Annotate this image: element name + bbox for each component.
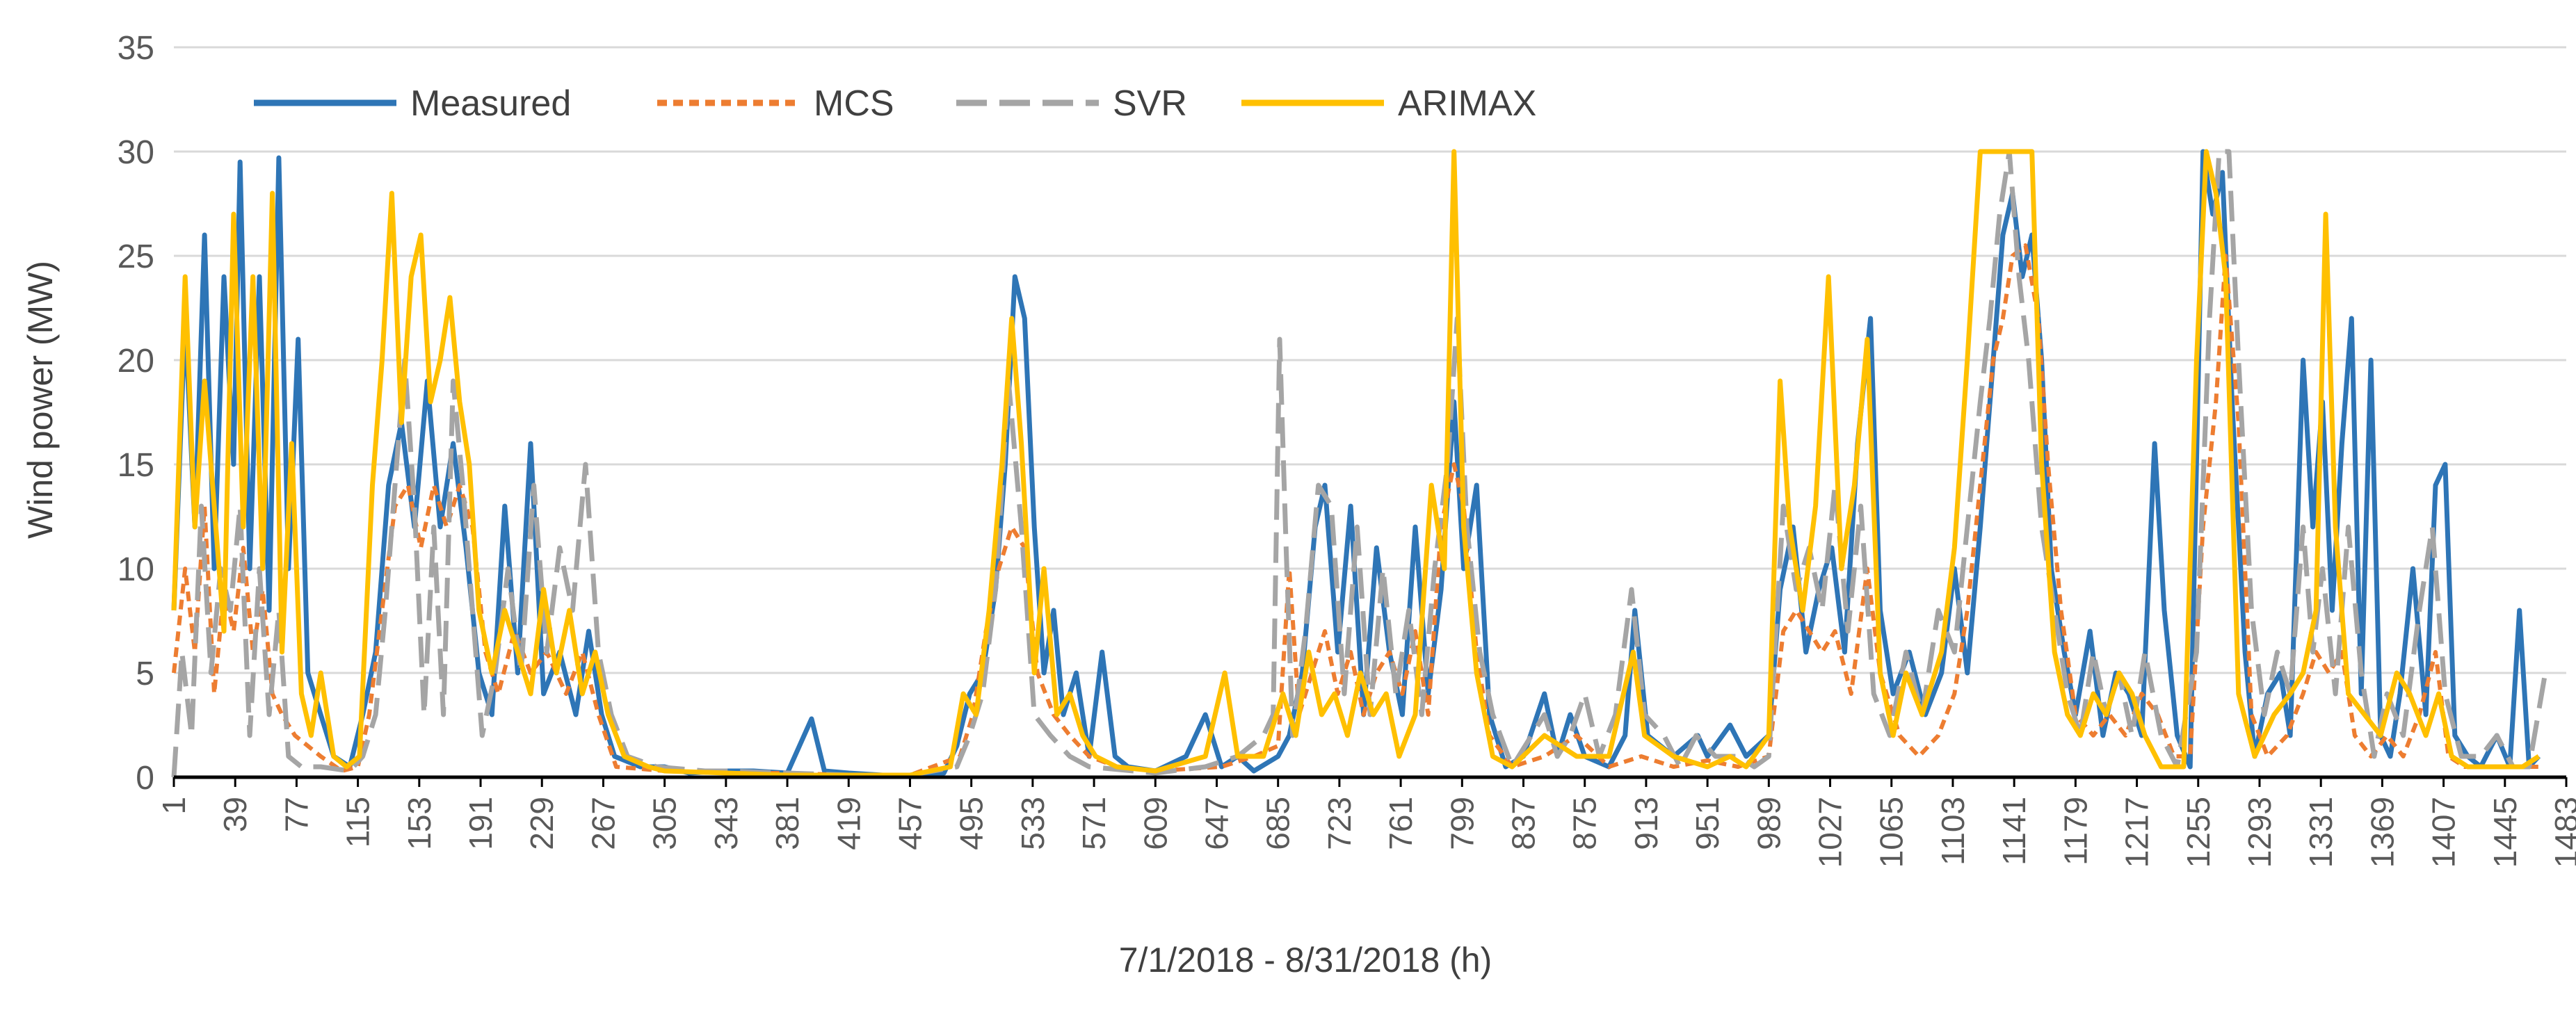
x-tick-label: 343 — [708, 797, 744, 850]
x-tick-label: 1483 — [2548, 797, 2576, 868]
x-tick-label: 837 — [1506, 797, 1542, 850]
x-tick-label: 1255 — [2180, 797, 2216, 868]
x-tick-label: 1369 — [2364, 797, 2400, 868]
legend-label-mcs: MCS — [814, 83, 894, 124]
x-tick-label: 1 — [156, 797, 192, 815]
legend: Measured MCS SVR ARIMAX — [254, 83, 1536, 124]
series-lines — [171, 149, 2548, 778]
x-tick-label: 1445 — [2487, 797, 2523, 868]
y-tick-label: 25 — [118, 238, 154, 275]
legend-label-arimax: ARIMAX — [1398, 83, 1536, 124]
x-tick-label: 419 — [830, 797, 867, 850]
gridlines — [174, 46, 2566, 674]
x-tick-label: 495 — [953, 797, 990, 850]
y-tick-label: 35 — [118, 30, 154, 67]
x-tick-label: 609 — [1137, 797, 1173, 850]
x-tick-label: 571 — [1076, 797, 1112, 850]
x-tick-label: 115 — [340, 797, 376, 847]
x-tick-label: 1217 — [2119, 797, 2155, 868]
x-tick-label: 39 — [217, 797, 253, 832]
x-tick-label: 761 — [1383, 797, 1419, 850]
x-tick-label: 951 — [1689, 797, 1725, 850]
x-tick-label: 1179 — [2057, 797, 2093, 865]
x-tick-label: 1141 — [1996, 797, 2032, 865]
x-tick-label: 913 — [1628, 797, 1664, 850]
series-line-svr — [171, 149, 2548, 778]
y-axis-title: Wind power (MW) — [21, 261, 60, 539]
y-tick-label: 5 — [136, 656, 154, 692]
x-tick-label: 1407 — [2426, 797, 2462, 868]
x-axis-title: 7/1/2018 - 8/31/2018 (h) — [1119, 941, 1492, 980]
x-tick-label: 723 — [1321, 797, 1358, 850]
x-tick-label: 305 — [647, 797, 683, 850]
x-tick-label: 1331 — [2303, 797, 2339, 868]
series-line-mcs — [172, 243, 2539, 777]
x-tick-label: 1103 — [1935, 797, 1971, 865]
x-tick-label: 799 — [1444, 797, 1480, 850]
y-tick-label: 30 — [118, 134, 154, 171]
x-tick-label: 647 — [1198, 797, 1234, 850]
x-tick-label: 267 — [585, 797, 621, 850]
x-tick-label: 875 — [1567, 797, 1603, 850]
y-tick-label: 0 — [136, 760, 154, 797]
x-tick-label: 1027 — [1812, 797, 1849, 868]
series-line-arimax — [171, 149, 2541, 778]
x-tick-label: 77 — [278, 797, 314, 832]
x-tick-label: 229 — [524, 797, 560, 850]
y-tick-label: 15 — [118, 447, 154, 484]
x-tick-label: 989 — [1750, 797, 1787, 850]
legend-label-svr: SVR — [1113, 83, 1187, 124]
x-tick-label: 1293 — [2241, 797, 2278, 868]
x-tick-label: 685 — [1260, 797, 1296, 850]
x-tick-label: 381 — [769, 797, 805, 850]
x-tick-label: 153 — [401, 797, 437, 850]
legend-label-measured: Measured — [410, 83, 571, 124]
x-tick-label: 191 — [462, 797, 499, 850]
x-tick-label: 1065 — [1874, 797, 1910, 868]
x-tick-label: 533 — [1015, 797, 1051, 850]
y-tick-label: 10 — [118, 551, 154, 588]
axes: 0 5 10 15 20 25 30 35 1 39 77 115 153 191 229 267 305 343… — [118, 30, 2576, 868]
y-tick-label: 20 — [118, 343, 154, 380]
x-tick-label: 457 — [892, 797, 928, 850]
